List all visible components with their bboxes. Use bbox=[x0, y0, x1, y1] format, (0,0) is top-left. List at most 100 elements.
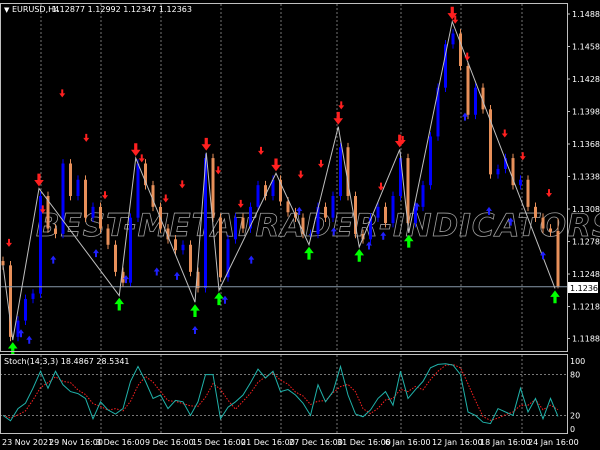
buy-arrow-small-icon bbox=[93, 249, 99, 258]
symbol-label: EURUSD,H4 bbox=[12, 5, 59, 14]
sell-arrow-small-icon bbox=[318, 159, 324, 168]
collapse-arrow-icon[interactable]: ▼ bbox=[4, 6, 10, 14]
price-bar bbox=[9, 265, 12, 337]
price-bar bbox=[31, 293, 35, 299]
price-bar bbox=[466, 66, 470, 115]
price-axis[interactable]: 1.14880 1.14580 1.14280 1.13980 1.13680 1.133… bbox=[567, 10, 600, 343]
sell-arrow-small-icon bbox=[519, 152, 526, 161]
price-bar bbox=[166, 228, 170, 240]
price-bar bbox=[76, 179, 80, 197]
price-bar bbox=[399, 158, 402, 197]
price-bar bbox=[384, 206, 387, 224]
price-tick-label: 1.13680 bbox=[572, 140, 600, 149]
price-bar bbox=[474, 87, 477, 115]
time-tick-label: 21 Dec 16:00 bbox=[241, 438, 295, 447]
time-tick-label: 3 Dec 16:00 bbox=[96, 438, 145, 447]
sell-arrow-small-icon bbox=[215, 166, 222, 175]
price-bars bbox=[1, 29, 560, 342]
price-bar bbox=[414, 206, 417, 224]
price-bar bbox=[451, 33, 455, 45]
sell-arrow-small-icon bbox=[6, 238, 12, 247]
sell-arrow-small-icon bbox=[59, 89, 66, 98]
buy-arrow-small-icon bbox=[50, 255, 57, 264]
time-tick-label: 29 Nov 16:00 bbox=[49, 438, 103, 447]
price-bar bbox=[309, 233, 312, 235]
price-bar bbox=[511, 158, 515, 186]
sell-arrow-small-icon bbox=[546, 189, 552, 198]
price-bar bbox=[136, 163, 140, 218]
sell-arrow-small-icon bbox=[378, 182, 384, 191]
price-bar bbox=[151, 185, 155, 207]
price-bar bbox=[54, 228, 57, 234]
price-bar bbox=[339, 147, 342, 197]
sell-arrow-small-icon bbox=[258, 146, 264, 155]
sell-arrow-small-icon bbox=[102, 191, 108, 200]
sell-arrow-icon bbox=[333, 111, 344, 125]
buy-arrow-small-icon bbox=[192, 326, 198, 335]
sell-arrow-icon bbox=[271, 158, 281, 172]
price-bar bbox=[541, 217, 545, 229]
time-tick-label: 27 Dec 16:00 bbox=[289, 438, 343, 447]
price-tick-label: 1.13380 bbox=[572, 173, 600, 182]
buy-arrow-small-icon bbox=[380, 231, 387, 240]
price-bar bbox=[99, 206, 102, 229]
price-bar bbox=[436, 87, 440, 137]
current-price-label: 1.12363 bbox=[570, 284, 600, 293]
buy-arrow-small-icon bbox=[296, 206, 303, 215]
buy-arrow-small-icon bbox=[26, 335, 33, 344]
buy-arrow-small-icon bbox=[507, 217, 514, 226]
buy-arrow-icon bbox=[403, 234, 414, 248]
price-bar bbox=[264, 185, 267, 197]
buy-arrow-small-icon bbox=[366, 241, 372, 250]
price-bar bbox=[24, 298, 27, 321]
price-bar bbox=[549, 228, 552, 232]
sell-arrow-small-icon bbox=[464, 52, 471, 61]
price-tick-label: 1.13980 bbox=[572, 108, 600, 117]
price-bar bbox=[189, 244, 192, 272]
price-bar bbox=[181, 244, 185, 251]
price-tick-label: 1.14880 bbox=[572, 10, 600, 19]
time-tick-label: 6 Jan 16:00 bbox=[385, 438, 431, 447]
buy-arrow-small-icon bbox=[174, 271, 180, 280]
price-bar bbox=[369, 217, 372, 240]
price-bar bbox=[271, 179, 275, 197]
stoch-tick-label: 100 bbox=[570, 357, 585, 366]
price-bar bbox=[331, 196, 335, 218]
sell-arrow-small-icon bbox=[501, 129, 508, 138]
buy-arrow-small-icon bbox=[222, 295, 228, 304]
price-bar bbox=[496, 168, 500, 175]
time-tick-label: 12 Jan 16:00 bbox=[432, 438, 483, 447]
buy-arrow-small-icon bbox=[462, 112, 468, 121]
price-bar bbox=[481, 87, 485, 110]
stoch-level-lines bbox=[0, 374, 567, 416]
price-bar bbox=[84, 179, 87, 218]
buy-arrow-icon bbox=[304, 246, 314, 260]
time-tick-label: 15 Dec 16:00 bbox=[192, 438, 246, 447]
price-bar bbox=[106, 228, 110, 245]
price-tick-label: 1.14280 bbox=[572, 75, 600, 84]
price-bar bbox=[39, 196, 42, 294]
price-bar bbox=[526, 179, 530, 207]
stoch-title: Stoch(14,3,3) 18.4867 28.5341 bbox=[4, 357, 130, 366]
stoch-tick-label: 20 bbox=[570, 411, 580, 420]
price-bar bbox=[534, 206, 537, 218]
current-price-tag bbox=[568, 282, 598, 293]
buy-arrow-small-icon bbox=[330, 227, 337, 236]
buy-arrow-icon bbox=[7, 342, 18, 355]
stoch-signal-line bbox=[2, 363, 559, 421]
time-tick-label: 9 Dec 16:00 bbox=[145, 438, 194, 447]
price-bar bbox=[256, 185, 260, 207]
price-bar bbox=[286, 201, 290, 213]
price-bar bbox=[144, 163, 147, 186]
price-bar bbox=[219, 217, 222, 278]
buy-arrow-small-icon bbox=[540, 251, 546, 260]
price-tick-label: 1.12780 bbox=[572, 238, 600, 247]
time-tick-label: 31 Dec 16:00 bbox=[337, 438, 391, 447]
price-bar bbox=[16, 320, 20, 337]
sell-arrow-small-icon bbox=[237, 199, 244, 208]
sell-arrow-small-icon bbox=[138, 154, 145, 163]
sell-arrow-small-icon bbox=[399, 136, 406, 145]
price-bar bbox=[196, 271, 200, 289]
